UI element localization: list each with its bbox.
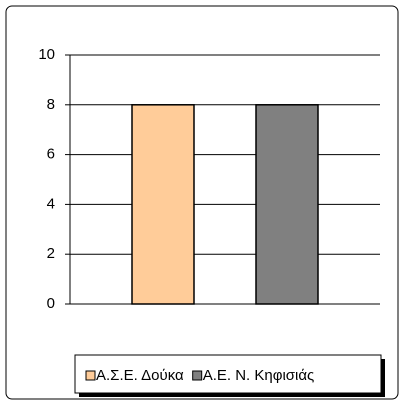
- y-tick-label: 6: [47, 146, 55, 163]
- legend: [74, 354, 382, 394]
- y-tick-label: 0: [47, 295, 55, 312]
- legend-swatch: [192, 370, 203, 381]
- bar: [255, 104, 319, 305]
- legend-swatch: [85, 370, 96, 381]
- chart-border: [5, 5, 399, 400]
- bar: [131, 104, 195, 305]
- y-tick-label: 10: [38, 46, 55, 63]
- y-tick-label: 8: [47, 96, 55, 113]
- y-tick-label: 4: [47, 195, 55, 212]
- y-tick-label: 2: [47, 245, 55, 262]
- legend-label: Α.Σ.Ε. Δούκα: [96, 367, 184, 384]
- legend-label: Α.Ε. Ν. Κηφισιάς: [203, 367, 315, 384]
